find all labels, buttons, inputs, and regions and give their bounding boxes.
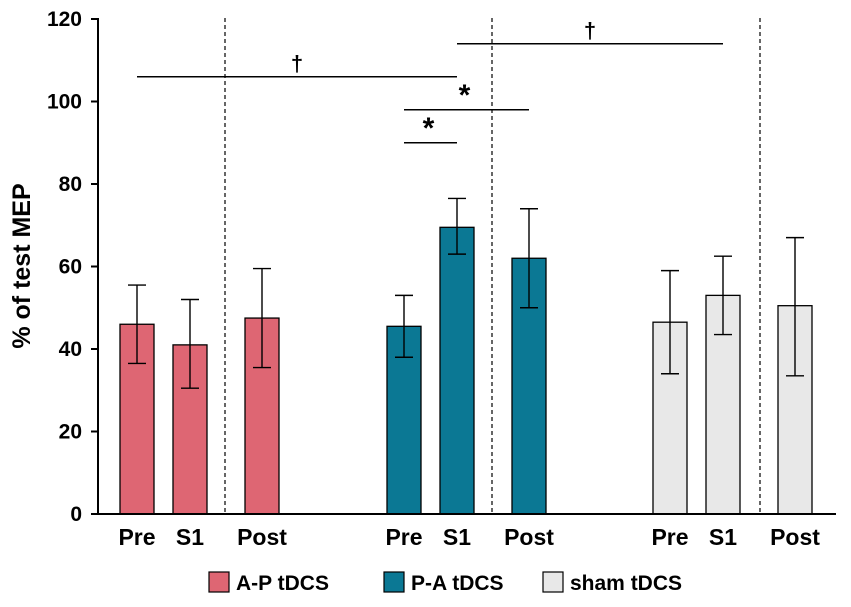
significance-dagger: †	[291, 51, 303, 76]
x-tick-label: Post	[237, 524, 287, 550]
x-tick-label: Post	[504, 524, 554, 550]
x-tick-label: S1	[443, 524, 471, 550]
legend-swatch	[208, 571, 230, 593]
x-tick-labels: Pre S1 Post Pre S1 Post Pre S1 Post	[118, 524, 820, 550]
x-tick-label: Pre	[385, 524, 422, 550]
y-tick-label: 40	[59, 338, 82, 361]
error-bars	[128, 197, 804, 389]
y-tick-label: 80	[59, 173, 82, 196]
y-tick-label: 120	[47, 8, 82, 31]
legend-label: sham tDCS	[570, 572, 682, 595]
x-tick-label: Post	[770, 524, 820, 550]
y-ticks: 0 20 40 60 80 100 120	[47, 8, 98, 526]
separator-lines	[224, 18, 761, 514]
significance-markers: † † * *	[137, 18, 723, 145]
significance-dagger: †	[584, 18, 596, 43]
x-tick-label: S1	[709, 524, 737, 550]
x-tick-label: Pre	[651, 524, 688, 550]
legend-swatch	[542, 571, 564, 593]
y-tick-label: 20	[59, 421, 82, 444]
legend-label: P-A tDCS	[411, 572, 504, 595]
significance-asterisk: *	[459, 79, 471, 112]
bar	[439, 226, 475, 515]
x-tick-label: Pre	[118, 524, 155, 550]
legend-label: A-P tDCS	[236, 572, 329, 595]
legend-swatch	[383, 571, 405, 593]
bars	[119, 226, 813, 515]
y-tick-label: 60	[59, 256, 82, 279]
y-tick-label: 100	[47, 91, 82, 114]
y-tick-label: 0	[70, 503, 82, 526]
y-axis-label: % of test MEP	[8, 183, 36, 348]
x-tick-label: S1	[176, 524, 204, 550]
significance-asterisk: *	[423, 112, 435, 145]
legend: A-P tDCS P-A tDCS sham tDCS	[208, 571, 682, 595]
